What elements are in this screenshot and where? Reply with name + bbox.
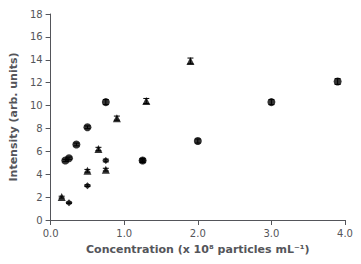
svg-text:4.0: 4.0: [337, 228, 353, 239]
svg-text:4: 4: [36, 169, 42, 180]
svg-text:10: 10: [30, 100, 43, 111]
svg-text:3.0: 3.0: [263, 228, 279, 239]
svg-text:0.0: 0.0: [43, 228, 59, 239]
svg-text:16: 16: [30, 31, 43, 42]
svg-text:14: 14: [30, 54, 43, 65]
svg-text:6: 6: [36, 146, 42, 157]
svg-text:0: 0: [36, 215, 42, 226]
svg-text:18: 18: [30, 9, 43, 20]
svg-text:12: 12: [30, 77, 43, 88]
svg-text:8: 8: [36, 123, 42, 134]
svg-text:1.0: 1.0: [116, 228, 132, 239]
svg-text:Concentration (x 10⁸ particles: Concentration (x 10⁸ particles mL⁻¹): [86, 243, 310, 256]
svg-text:2.0: 2.0: [190, 228, 206, 239]
svg-text:Intensity (arb. units): Intensity (arb. units): [7, 52, 20, 181]
svg-text:2: 2: [36, 192, 42, 203]
